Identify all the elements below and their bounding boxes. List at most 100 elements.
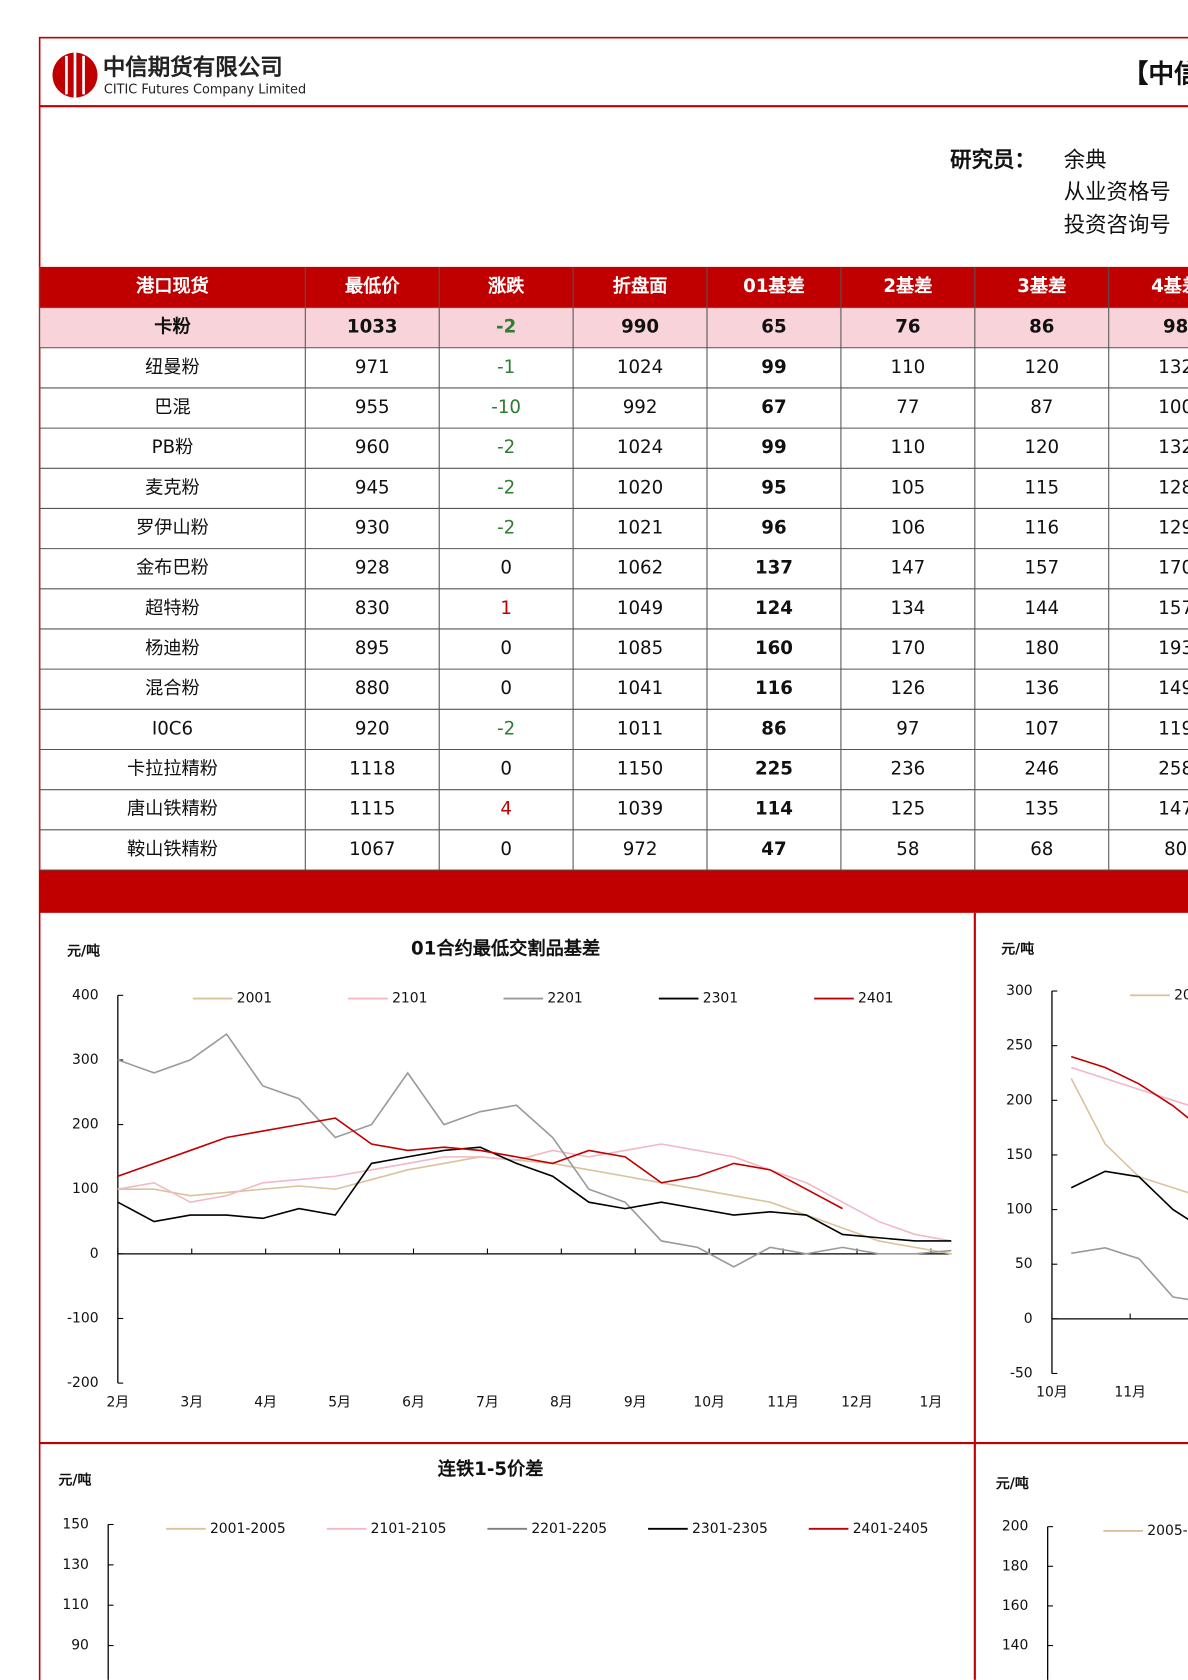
table-cell: 1033 <box>347 317 398 338</box>
table-cell: 132 <box>1158 437 1188 458</box>
table-cell: 95 <box>761 477 786 498</box>
table-cell: 895 <box>355 638 390 659</box>
report-tag: 【中信 <box>1123 60 1188 90</box>
table-cell: 鞍山铁精粉 <box>127 839 218 860</box>
y-tick-label: 180 <box>1002 1558 1029 1574</box>
series-line <box>1070 1066 1188 1106</box>
table-cell: 147 <box>1158 799 1188 820</box>
logo <box>52 52 98 98</box>
table-cell: 杨迪粉 <box>145 638 200 659</box>
y-tick-label: 50 <box>1015 1256 1033 1272</box>
table-cell: -2 <box>497 518 515 539</box>
table-cell: I0C6 <box>152 718 193 739</box>
table-cell: -2 <box>497 437 515 458</box>
table-cell: 830 <box>355 598 390 619</box>
y-tick-label: 90 <box>71 1638 89 1654</box>
x-tick-label: 5月 <box>328 1394 351 1410</box>
x-tick-label: 12月 <box>841 1394 873 1410</box>
table-cell: 87 <box>1030 397 1053 418</box>
y-tick-label: 130 <box>62 1557 89 1573</box>
table-cell: 920 <box>355 718 390 739</box>
series-line <box>1071 1246 1188 1301</box>
table-cell: 混合粉 <box>145 678 200 699</box>
legend-label: 2101-2105 <box>371 1521 447 1537</box>
table-cell: 80 <box>1164 839 1187 860</box>
series-line <box>117 1032 952 1268</box>
column-header: 3基差 <box>1017 275 1066 297</box>
table-cell: 147 <box>890 558 925 579</box>
table-cell: -2 <box>496 317 516 338</box>
legend-label: 2201-2205 <box>531 1521 607 1537</box>
table-cell: 110 <box>890 437 925 458</box>
y-tick-label: 200 <box>1006 1092 1033 1108</box>
table-cell: -10 <box>491 397 521 418</box>
table-cell: 0 <box>500 638 512 659</box>
series-line <box>1070 1170 1188 1221</box>
table-cell: 0 <box>500 678 512 699</box>
table-cell: 157 <box>1158 598 1188 619</box>
table-cell: 86 <box>761 718 786 739</box>
column-header: 折盘面 <box>613 275 668 297</box>
table-cell: 巴混 <box>154 397 190 418</box>
table-cell: -2 <box>497 477 515 498</box>
company-name: 中信期货有限公司 <box>103 54 283 81</box>
table-cell: 110 <box>890 357 925 378</box>
y-tick-label: -50 <box>1010 1365 1033 1381</box>
table-cell: 930 <box>355 518 390 539</box>
table-cell: 134 <box>890 598 925 619</box>
legend-label: 2301 <box>703 991 738 1007</box>
y-tick-label: -200 <box>67 1375 99 1391</box>
column-header: 最低价 <box>345 275 400 297</box>
table-cell: 58 <box>896 839 919 860</box>
series-line <box>1070 1055 1188 1119</box>
table-cell: 106 <box>890 518 925 539</box>
legend-label: 2005-20 <box>1147 1523 1188 1539</box>
table-cell: 97 <box>896 718 919 739</box>
y-tick-label: 150 <box>62 1517 89 1533</box>
table-cell: 160 <box>755 638 793 659</box>
y-unit: 元/吨 <box>996 1475 1029 1492</box>
y-tick-label: 200 <box>1002 1519 1029 1535</box>
x-tick-label: 9月 <box>624 1394 647 1410</box>
company-name-en: CITIC Futures Company Limited <box>104 83 306 98</box>
column-header: 涨跌 <box>488 275 525 297</box>
x-tick-label: 11月 <box>1114 1385 1146 1401</box>
table-cell: 1062 <box>617 558 663 579</box>
table-cell: 96 <box>761 518 786 539</box>
table-cell: 1049 <box>617 598 663 619</box>
table-cell: 132 <box>1158 357 1188 378</box>
highlight-row <box>39 307 1188 348</box>
y-tick-label: 160 <box>1002 1598 1029 1614</box>
y-tick-label: 150 <box>1006 1147 1033 1163</box>
y-tick-label: 100 <box>1006 1202 1033 1218</box>
table-cell: 卡拉拉精粉 <box>127 759 218 780</box>
y-tick-label: 0 <box>90 1246 99 1262</box>
y-unit: 元/吨 <box>1001 940 1034 957</box>
table-cell: 880 <box>355 678 390 699</box>
y-tick-label: 250 <box>1006 1038 1033 1054</box>
y-tick-label: 0 <box>1024 1311 1033 1327</box>
table-cell: 98 <box>1163 317 1188 338</box>
y-tick-label: 100 <box>72 1181 99 1197</box>
researcher-name: 余典 <box>1064 148 1107 173</box>
table-cell: 1041 <box>617 678 663 699</box>
legend-label: 2401 <box>858 991 893 1007</box>
table-cell: 1024 <box>617 437 663 458</box>
legend-label: 2301-2305 <box>692 1521 768 1537</box>
table-cell: 116 <box>1024 518 1059 539</box>
table-cell: 960 <box>355 437 390 458</box>
table-cell: 0 <box>500 558 512 579</box>
column-header: 01基差 <box>743 275 805 297</box>
table-cell: 99 <box>761 357 786 378</box>
table-cell: 120 <box>1024 437 1059 458</box>
x-tick-label: 4月 <box>254 1394 277 1410</box>
series-line <box>117 1146 952 1242</box>
y-tick-label: 110 <box>62 1597 89 1613</box>
table-cell: 258 <box>1158 759 1188 780</box>
table-cell: 4 <box>500 799 512 820</box>
table-cell: 136 <box>1024 678 1059 699</box>
legend-label: 2401-2405 <box>853 1521 929 1537</box>
table-cell: 193 <box>1158 638 1188 659</box>
table-cell: 225 <box>755 759 793 780</box>
